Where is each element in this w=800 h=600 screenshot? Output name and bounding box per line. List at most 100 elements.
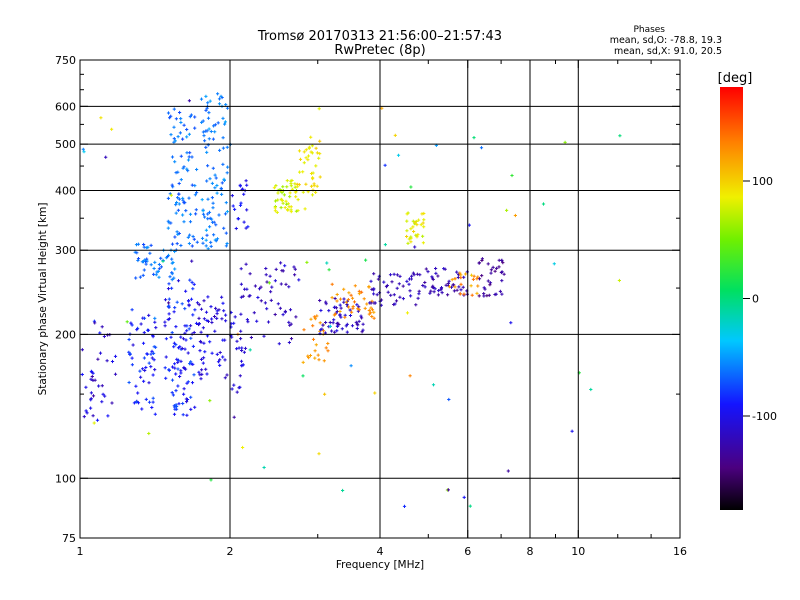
data-point	[330, 296, 334, 300]
data-point	[239, 329, 243, 333]
data-point	[342, 287, 346, 291]
data-point	[541, 202, 546, 206]
data-point	[98, 351, 103, 355]
data-point	[136, 242, 140, 246]
data-point	[357, 319, 361, 323]
data-point	[152, 266, 156, 271]
data-point	[186, 158, 191, 162]
data-point	[314, 343, 318, 347]
data-point	[179, 359, 183, 363]
data-point	[209, 244, 213, 248]
data-point	[279, 261, 283, 265]
data-point	[346, 298, 350, 302]
data-point	[148, 251, 152, 255]
data-point	[171, 393, 175, 397]
data-point	[430, 275, 434, 279]
data-point	[93, 321, 97, 325]
phase-stats-x-mode: mean, sd,X: 91.0, 20.5	[614, 46, 722, 57]
data-point	[206, 101, 210, 105]
data-point	[356, 307, 360, 311]
chart-title-group: Tromsø 20170313 21:56:00–21:57:43 RwPret…	[257, 29, 502, 58]
data-point	[181, 137, 185, 141]
data-point	[421, 221, 425, 225]
data-point	[152, 358, 156, 362]
data-point	[318, 139, 322, 143]
data-point	[306, 158, 310, 162]
data-point	[273, 199, 278, 203]
data-point	[350, 310, 354, 314]
data-point	[215, 352, 219, 356]
data-point	[370, 287, 374, 291]
data-point	[488, 281, 493, 285]
data-point	[239, 282, 243, 286]
data-point	[383, 163, 387, 167]
data-point	[181, 413, 185, 417]
data-point	[217, 102, 222, 106]
data-point	[125, 320, 129, 324]
data-point	[215, 312, 219, 316]
data-point	[411, 225, 415, 229]
data-point	[315, 184, 319, 188]
data-point	[419, 223, 423, 227]
data-point	[177, 181, 181, 186]
data-point	[217, 308, 221, 312]
data-point	[618, 134, 622, 138]
data-point	[183, 347, 187, 351]
data-point	[100, 400, 104, 404]
data-point	[408, 374, 412, 378]
data-point	[296, 198, 300, 202]
data-point	[239, 312, 243, 316]
data-point	[477, 294, 481, 298]
data-point	[170, 242, 175, 246]
data-point	[286, 208, 290, 212]
data-point	[149, 263, 153, 267]
data-point	[459, 276, 463, 280]
data-point	[328, 324, 332, 328]
data-point	[444, 283, 448, 287]
data-point	[225, 171, 229, 175]
data-point	[226, 165, 230, 169]
data-point	[200, 236, 205, 240]
data-point	[360, 290, 364, 294]
data-point	[180, 346, 184, 351]
data-point	[212, 314, 217, 319]
data-point	[220, 295, 224, 299]
x-tick-label: 6	[464, 545, 471, 558]
data-point	[215, 191, 219, 195]
data-point	[176, 360, 180, 364]
colorbar-tick-label: 100	[752, 175, 773, 188]
data-point	[199, 340, 203, 344]
data-point	[248, 272, 252, 276]
data-point	[246, 320, 250, 324]
data-point	[113, 372, 118, 376]
x-axis-label: Frequency [MHz]	[336, 559, 424, 571]
data-point	[170, 286, 174, 290]
data-point	[91, 394, 96, 398]
data-point	[214, 239, 218, 243]
data-point	[138, 275, 142, 279]
data-point	[221, 162, 225, 166]
data-point	[292, 265, 296, 269]
data-point	[195, 167, 199, 172]
data-point	[255, 319, 259, 323]
data-point	[138, 369, 142, 373]
data-point	[414, 233, 418, 237]
y-axis: 75 100 200 300 400 500 600 750	[55, 54, 680, 545]
data-point	[263, 301, 267, 305]
data-point	[128, 352, 132, 357]
data-point	[191, 234, 195, 239]
data-point	[311, 324, 315, 328]
y-tick-label: 400	[55, 184, 76, 197]
data-point	[154, 273, 158, 277]
data-point	[181, 213, 185, 217]
data-point	[447, 285, 452, 289]
data-point	[317, 107, 321, 111]
data-point	[238, 385, 242, 389]
data-point	[319, 308, 323, 313]
data-point	[436, 274, 440, 278]
data-point	[212, 124, 216, 128]
data-point	[189, 324, 193, 328]
data-point	[203, 350, 207, 354]
data-point	[204, 145, 208, 149]
data-point	[151, 396, 155, 400]
